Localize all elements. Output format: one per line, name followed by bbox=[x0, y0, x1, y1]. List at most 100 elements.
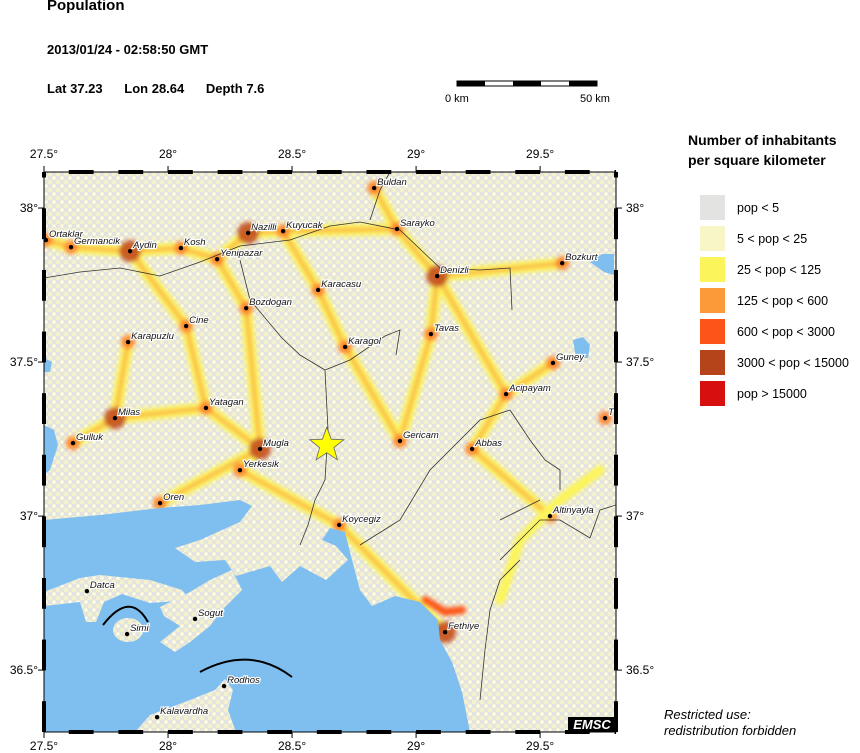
legend-label: pop > 15000 bbox=[737, 386, 807, 401]
lon-tick-label: 28° bbox=[159, 147, 177, 161]
city-kosh[interactable]: Kosh bbox=[178, 236, 207, 251]
city-gericam[interactable]: Gericam bbox=[397, 429, 440, 444]
city-label: Tavas bbox=[434, 323, 459, 334]
city-label: Fethiye bbox=[448, 621, 479, 632]
city-cine[interactable]: Cine bbox=[183, 314, 210, 329]
legend-title: Number of inhabitants per square kilomet… bbox=[688, 130, 837, 170]
city-datca[interactable]: Datca bbox=[84, 579, 116, 594]
datca-peninsula bbox=[44, 575, 190, 622]
city-dot-icon bbox=[84, 589, 90, 594]
city-dot-icon bbox=[257, 446, 263, 452]
city-bozkurt[interactable]: Bozkurt bbox=[559, 251, 599, 266]
legend-swatch bbox=[700, 195, 725, 220]
city-fethiye[interactable]: Fethiye bbox=[442, 620, 480, 635]
legend-title-line1: Number of inhabitants bbox=[688, 132, 837, 148]
lat-tick-label: 38° bbox=[20, 201, 38, 215]
city-label: Oren bbox=[163, 492, 184, 503]
city-rodhos[interactable]: Rodhos bbox=[221, 674, 261, 689]
city-simi[interactable]: Simi bbox=[124, 622, 151, 637]
city-label: Datca bbox=[90, 580, 115, 591]
city-milas[interactable]: Milas bbox=[112, 406, 141, 421]
city-nazilli[interactable]: Nazilli bbox=[245, 221, 278, 236]
city-dot-icon bbox=[178, 245, 184, 251]
city-label: Kuyucak bbox=[286, 220, 324, 231]
city-t[interactable]: T bbox=[602, 406, 616, 421]
city-label: Karapuzlu bbox=[131, 331, 174, 342]
city-mugla[interactable]: Mugla bbox=[257, 437, 290, 452]
populated-corridor-core bbox=[244, 306, 263, 451]
city-dot-icon bbox=[68, 244, 74, 250]
city-dot-icon bbox=[245, 230, 251, 236]
city-label: Simi bbox=[130, 623, 149, 634]
city-dot-icon bbox=[221, 683, 227, 689]
event-lat: Lat 37.23 bbox=[47, 81, 103, 96]
city-karacasu[interactable]: Karacasu bbox=[315, 278, 363, 293]
city-altinyayla[interactable]: Altinyayla bbox=[547, 504, 595, 519]
city-kalavardha[interactable]: Kalavardha bbox=[154, 705, 209, 720]
city-karapuzlu[interactable]: Karapuzlu bbox=[125, 330, 176, 345]
lake bbox=[573, 337, 590, 358]
city-ortaklar[interactable]: Ortaklar bbox=[44, 228, 85, 243]
city-label: Ortaklar bbox=[49, 229, 84, 240]
legend-title-line2: per square kilometer bbox=[688, 152, 826, 168]
axis-labels: 27.5° 27.5° 28° 28° 28.5° 28.5° 29° 29° 29.5° 29.… bbox=[10, 147, 655, 753]
city-acipayam[interactable]: Acipayam bbox=[503, 382, 552, 397]
sea bbox=[44, 500, 470, 732]
city-label: Guney bbox=[556, 352, 585, 363]
populated-corridor-core bbox=[112, 340, 131, 421]
city-dot-icon bbox=[157, 500, 163, 506]
city-buldan[interactable]: Buldan bbox=[371, 176, 408, 191]
simi-island bbox=[113, 618, 143, 642]
city-abbas[interactable]: Abbas bbox=[469, 437, 503, 452]
city-karagol[interactable]: Karagol bbox=[342, 335, 383, 350]
city-dot-icon bbox=[336, 522, 342, 528]
city-guney[interactable]: Guney bbox=[550, 351, 586, 366]
epicenter-star-icon[interactable] bbox=[308, 426, 346, 461]
city-label: Yerkesik bbox=[243, 459, 280, 470]
city-tavas[interactable]: Tavas bbox=[428, 322, 460, 337]
lake bbox=[44, 425, 58, 475]
city-dot-icon bbox=[397, 438, 403, 444]
legend-label: 125 < pop < 600 bbox=[737, 293, 829, 308]
lon-tick-label: 29° bbox=[407, 739, 425, 753]
page-title: Population bbox=[47, 0, 125, 14]
city-denizli[interactable]: Denizli bbox=[434, 264, 471, 279]
legend-item: pop > 15000 bbox=[700, 381, 807, 406]
city-bozdogan[interactable]: Bozdogan bbox=[243, 296, 293, 311]
legend-label: 25 < pop < 125 bbox=[737, 262, 822, 277]
lat-tick-label: 37° bbox=[626, 509, 644, 523]
city-kuyucak[interactable]: Kuyucak bbox=[280, 219, 325, 234]
city-koycegiz[interactable]: Koycegiz bbox=[336, 513, 382, 528]
bozburun-peninsula bbox=[160, 570, 242, 652]
city-yenipazar[interactable]: Yenipazar bbox=[214, 247, 264, 262]
city-gulluk[interactable]: Gulluk bbox=[70, 431, 105, 446]
city-label: Kalavardha bbox=[160, 706, 208, 717]
lat-tick-label: 37° bbox=[20, 509, 38, 523]
lat-tick-label: 38° bbox=[626, 201, 644, 215]
emsc-logo: EMSC bbox=[568, 717, 616, 732]
city-aydin[interactable]: Aydin bbox=[127, 239, 158, 254]
populated-corridor-core bbox=[281, 226, 399, 234]
city-label: Germancik bbox=[74, 236, 121, 247]
city-yerkesik[interactable]: Yerkesik bbox=[237, 458, 281, 473]
city-sarayko[interactable]: Sarayko bbox=[394, 217, 436, 232]
scale-bar bbox=[456, 80, 598, 87]
fault-lines bbox=[102, 605, 293, 678]
city-dot-icon bbox=[70, 440, 76, 446]
city-label: Gericam bbox=[403, 430, 439, 441]
populated-corridor-core bbox=[184, 324, 208, 410]
city-yatagan[interactable]: Yatagan bbox=[203, 396, 245, 411]
city-label: Rodhos bbox=[227, 675, 260, 686]
lon-tick-label: 29.5° bbox=[526, 739, 554, 753]
populated-corridor-core bbox=[435, 274, 509, 397]
city-germancik[interactable]: Germancik bbox=[68, 235, 122, 250]
city-dot-icon bbox=[602, 415, 608, 421]
city-sogut[interactable]: Sogut bbox=[192, 607, 224, 622]
city-dot-icon bbox=[371, 185, 377, 191]
populated-corridor-core bbox=[215, 257, 249, 311]
lon-tick-label: 28° bbox=[159, 739, 177, 753]
city-oren[interactable]: Oren bbox=[157, 491, 185, 506]
city-dot-icon bbox=[469, 446, 475, 452]
